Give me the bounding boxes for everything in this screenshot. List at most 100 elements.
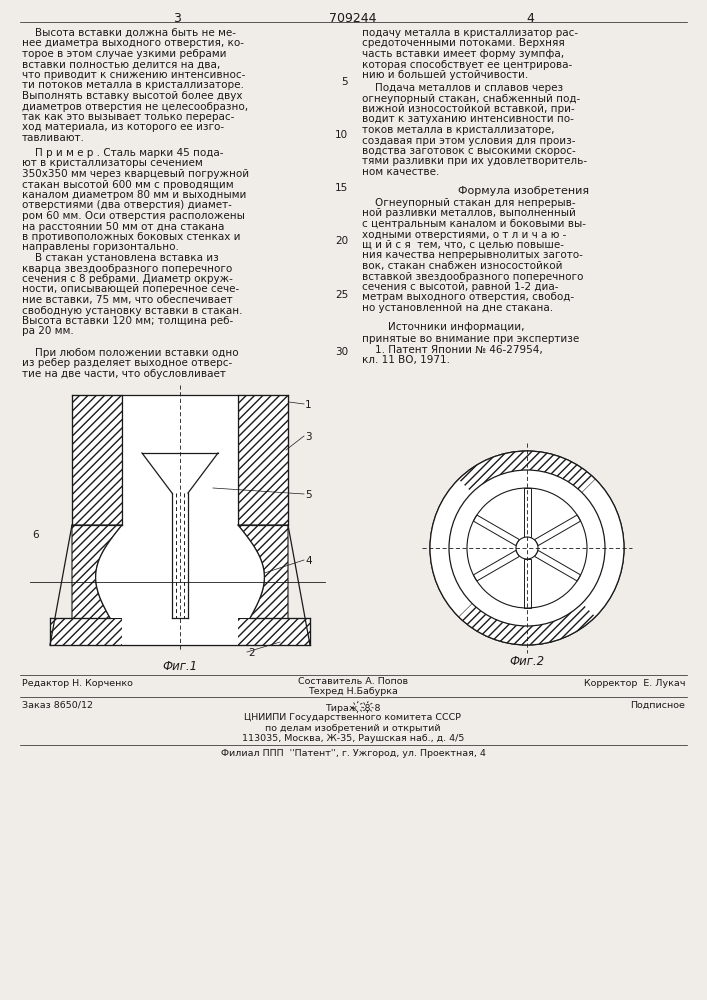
- Circle shape: [449, 470, 605, 626]
- Text: П р и м е р . Сталь марки 45 пода-: П р и м е р . Сталь марки 45 пода-: [22, 148, 223, 158]
- Text: 709244: 709244: [329, 12, 377, 25]
- Text: принятые во внимание при экспертизе: принятые во внимание при экспертизе: [362, 334, 579, 344]
- Text: ние вставки, 75 мм, что обеспечивает: ние вставки, 75 мм, что обеспечивает: [22, 295, 233, 305]
- Text: Формула изобретения: Формула изобретения: [458, 186, 590, 196]
- Text: 4: 4: [305, 556, 312, 566]
- Text: отверстиями (два отверстия) диамет-: отверстиями (два отверстия) диамет-: [22, 200, 232, 211]
- Text: Заказ 8650/12: Заказ 8650/12: [22, 701, 93, 710]
- Text: водит к затуханию интенсивности по-: водит к затуханию интенсивности по-: [362, 114, 574, 124]
- Text: но установленной на дне стакана.: но установленной на дне стакана.: [362, 303, 553, 313]
- Wedge shape: [458, 451, 595, 493]
- Text: метрам выходного отверстия, свобод-: метрам выходного отверстия, свобод-: [362, 292, 574, 302]
- Text: 350х350 мм через кварцевый погружной: 350х350 мм через кварцевый погружной: [22, 169, 249, 179]
- Text: из ребер разделяет выходное отверс-: из ребер разделяет выходное отверс-: [22, 359, 233, 368]
- Polygon shape: [523, 559, 530, 608]
- Text: ном качестве.: ном качестве.: [362, 167, 439, 177]
- Text: ния качества непрерывнолитых загото-: ния качества непрерывнолитых загото-: [362, 250, 583, 260]
- Text: Тираж ҉8҉8: Тираж ҉8҉8: [325, 701, 381, 713]
- Polygon shape: [95, 525, 264, 618]
- Text: 2: 2: [248, 648, 255, 658]
- Text: ют в кристаллизаторы сечением: ют в кристаллизаторы сечением: [22, 158, 203, 168]
- Text: Источники информации,: Источники информации,: [362, 322, 525, 332]
- Text: подачу металла в кристаллизатор рас-: подачу металла в кристаллизатор рас-: [362, 28, 578, 38]
- Text: направлены горизонтально.: направлены горизонтально.: [22, 242, 179, 252]
- Bar: [122, 618, 238, 645]
- Text: что приводит к снижению интенсивнос-: что приводит к снижению интенсивнос-: [22, 70, 245, 80]
- Text: ЦНИИПИ Государственного комитета СССР: ЦНИИПИ Государственного комитета СССР: [245, 713, 462, 722]
- Text: В стакан установлена вставка из: В стакан установлена вставка из: [22, 253, 218, 263]
- Text: часть вставки имеет форму зумпфа,: часть вставки имеет форму зумпфа,: [362, 49, 564, 59]
- Text: в противоположных боковых стенках и: в противоположных боковых стенках и: [22, 232, 240, 242]
- Text: ром 60 мм. Оси отверстия расположены: ром 60 мм. Оси отверстия расположены: [22, 211, 245, 221]
- Text: с центральным каналом и боковыми вы-: с центральным каналом и боковыми вы-: [362, 219, 586, 229]
- Text: При любом положении вставки одно: При любом положении вставки одно: [22, 348, 239, 358]
- Text: торое в этом случае узкими ребрами: торое в этом случае узкими ребрами: [22, 49, 226, 59]
- Text: нее диаметра выходного отверстия, ко-: нее диаметра выходного отверстия, ко-: [22, 38, 244, 48]
- Text: стакан высотой 600 мм с проводящим: стакан высотой 600 мм с проводящим: [22, 180, 233, 190]
- Text: вок, стакан снабжен износостойкой: вок, стакан снабжен износостойкой: [362, 261, 563, 271]
- Text: ности, описывающей поперечное сече-: ности, описывающей поперечное сече-: [22, 284, 239, 294]
- Text: диаметров отверстия не целесообразно,: диаметров отверстия не целесообразно,: [22, 102, 248, 111]
- Text: 6: 6: [32, 530, 39, 540]
- Text: ходными отверстиями, о т л и ч а ю -: ходными отверстиями, о т л и ч а ю -: [362, 230, 566, 239]
- Polygon shape: [72, 395, 122, 525]
- Polygon shape: [534, 550, 580, 581]
- Text: токов металла в кристаллизаторе,: токов металла в кристаллизаторе,: [362, 125, 554, 135]
- Text: водства заготовок с высокими скорос-: водства заготовок с высокими скорос-: [362, 146, 575, 156]
- Text: сечения с 8 ребрами. Диаметр окруж-: сечения с 8 ребрами. Диаметр окруж-: [22, 274, 233, 284]
- Text: 5: 5: [305, 490, 312, 500]
- Polygon shape: [473, 550, 519, 581]
- Polygon shape: [50, 618, 310, 645]
- Text: Редактор Н. Корченко: Редактор Н. Корченко: [22, 679, 133, 688]
- Text: тями разливки при их удовлетворитель-: тями разливки при их удовлетворитель-: [362, 156, 587, 166]
- Text: так как это вызывает только перерас-: так как это вызывает только перерас-: [22, 112, 235, 122]
- Text: 10: 10: [335, 130, 348, 140]
- Text: Выполнять вставку высотой более двух: Выполнять вставку высотой более двух: [22, 91, 243, 101]
- Text: 1. Патент Японии № 46-27954,: 1. Патент Японии № 46-27954,: [362, 344, 543, 355]
- Text: на расстоянии 50 мм от дна стакана: на расстоянии 50 мм от дна стакана: [22, 222, 224, 232]
- Text: по делам изобретений и открытий: по делам изобретений и открытий: [265, 724, 440, 733]
- Polygon shape: [238, 525, 310, 645]
- Text: 3: 3: [305, 432, 312, 442]
- Text: Фиг.2: Фиг.2: [510, 655, 544, 668]
- Text: 113035, Москва, Ж-35, Раушская наб., д. 4/5: 113035, Москва, Ж-35, Раушская наб., д. …: [242, 734, 464, 743]
- Text: ти потоков металла в кристаллизаторе.: ти потоков металла в кристаллизаторе.: [22, 81, 244, 91]
- Text: Техред Н.Бабурка: Техред Н.Бабурка: [308, 687, 398, 696]
- Text: 30: 30: [335, 347, 348, 357]
- Text: тие на две части, что обусловливает: тие на две части, что обусловливает: [22, 369, 226, 379]
- Polygon shape: [473, 515, 519, 546]
- Text: Фиг.1: Фиг.1: [163, 660, 197, 673]
- Text: Корректор  Е. Лукач: Корректор Е. Лукач: [583, 679, 685, 688]
- Text: кл. 11 ВО, 1971.: кл. 11 ВО, 1971.: [362, 355, 450, 365]
- Text: создавая при этом условия для произ-: создавая при этом условия для произ-: [362, 135, 575, 145]
- Text: Составитель А. Попов: Составитель А. Попов: [298, 677, 408, 686]
- Text: каналом диаметром 80 мм и выходными: каналом диаметром 80 мм и выходными: [22, 190, 246, 200]
- Text: вставкой звездообразного поперечного: вставкой звездообразного поперечного: [362, 271, 583, 282]
- Bar: [122, 395, 238, 525]
- Text: ной разливки металлов, выполненный: ной разливки металлов, выполненный: [362, 209, 576, 219]
- Text: кварца звездообразного поперечного: кварца звездообразного поперечного: [22, 263, 233, 273]
- Wedge shape: [582, 479, 624, 617]
- Text: 1: 1: [305, 400, 312, 410]
- Text: вставки полностью делится на два,: вставки полностью делится на два,: [22, 60, 221, 70]
- Text: ра 20 мм.: ра 20 мм.: [22, 326, 74, 336]
- Circle shape: [516, 537, 538, 559]
- Polygon shape: [523, 488, 530, 537]
- Text: Филиал ППП  ''Патент'', г. Ужгород, ул. Проектная, 4: Филиал ППП ''Патент'', г. Ужгород, ул. П…: [221, 749, 486, 758]
- Text: ход материала, из которого ее изго-: ход материала, из которого ее изго-: [22, 122, 224, 132]
- Circle shape: [430, 451, 624, 645]
- Text: Подача металлов и сплавов через: Подача металлов и сплавов через: [362, 83, 563, 93]
- Polygon shape: [534, 515, 580, 546]
- Text: средоточенными потоками. Верхняя: средоточенными потоками. Верхняя: [362, 38, 565, 48]
- Text: 20: 20: [335, 236, 348, 246]
- Text: Огнеупорный стакан для непрерыв-: Огнеупорный стакан для непрерыв-: [362, 198, 575, 208]
- Wedge shape: [458, 603, 595, 645]
- Polygon shape: [50, 525, 122, 645]
- Text: которая способствует ее центрирова-: которая способствует ее центрирова-: [362, 60, 572, 70]
- Text: сечения с высотой, равной 1-2 диа-: сечения с высотой, равной 1-2 диа-: [362, 282, 559, 292]
- Text: 4: 4: [526, 12, 534, 25]
- Text: Подписное: Подписное: [630, 701, 685, 710]
- Text: 25: 25: [334, 290, 348, 300]
- Polygon shape: [238, 395, 288, 525]
- Text: 15: 15: [334, 183, 348, 193]
